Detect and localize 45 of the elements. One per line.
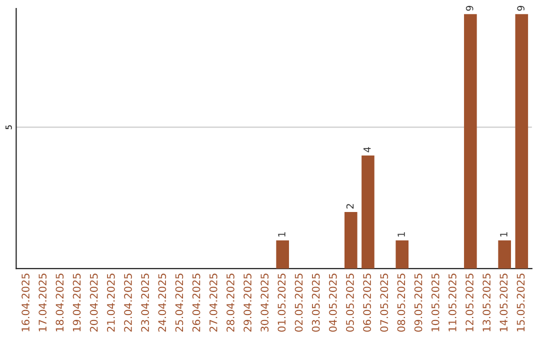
bar xyxy=(515,14,528,269)
x-tick-label: 24.04.2025 xyxy=(158,274,166,332)
x-tick-label: 18.04.2025 xyxy=(56,274,64,332)
x-tick-label: 20.04.2025 xyxy=(90,274,98,332)
x-tick-label: 11.05.2025 xyxy=(448,274,456,332)
bar xyxy=(344,212,358,269)
y-tick-label: 5 xyxy=(6,125,12,130)
bar xyxy=(498,240,511,269)
x-tick-label: 12.05.2025 xyxy=(466,274,474,332)
x-tick-label: 13.05.2025 xyxy=(482,274,491,332)
x-tick-label: 16.04.2025 xyxy=(22,274,30,332)
x-tick-label: 02.05.2025 xyxy=(294,274,303,332)
x-tick-label: 06.05.2025 xyxy=(363,274,371,332)
x-tick-label: 19.04.2025 xyxy=(72,274,81,332)
bar xyxy=(276,240,289,269)
data-label: 9 xyxy=(517,6,524,11)
data-label: 1 xyxy=(500,232,508,236)
x-tick-label: 26.04.2025 xyxy=(192,274,200,332)
x-tick-label: 27.04.2025 xyxy=(209,274,218,332)
data-label: 4 xyxy=(364,147,371,152)
data-label: 1 xyxy=(398,232,405,236)
data-label: 1 xyxy=(278,232,286,236)
x-tick-label: 05.05.2025 xyxy=(346,274,354,332)
x-tick-label: 29.04.2025 xyxy=(244,274,252,332)
bar xyxy=(362,156,374,269)
x-tick-label: 08.05.2025 xyxy=(397,274,406,332)
x-tick-label: 14.05.2025 xyxy=(500,274,508,332)
data-label: 9 xyxy=(466,6,474,11)
bar xyxy=(396,240,409,269)
x-tick-label: 17.04.2025 xyxy=(38,274,47,332)
x-tick-label: 04.05.2025 xyxy=(328,274,337,332)
x-tick-label: 10.05.2025 xyxy=(431,274,440,332)
x-tick-label: 22.04.2025 xyxy=(124,274,132,332)
x-tick-label: 03.05.2025 xyxy=(312,274,320,332)
x-tick-label: 23.04.2025 xyxy=(141,274,149,332)
x-tick-label: 25.04.2025 xyxy=(175,274,184,332)
x-tick-label: 09.05.2025 xyxy=(414,274,422,332)
x-tick-label: 15.05.2025 xyxy=(516,274,525,332)
bar xyxy=(464,14,477,269)
x-tick-label: 07.05.2025 xyxy=(380,274,388,332)
data-label: 2 xyxy=(346,204,354,209)
x-tick-label: 21.04.2025 xyxy=(106,274,115,332)
x-tick-label: 28.04.2025 xyxy=(226,274,234,332)
x-tick-label: 30.04.2025 xyxy=(260,274,269,332)
x-tick-label: 01.05.2025 xyxy=(278,274,286,332)
